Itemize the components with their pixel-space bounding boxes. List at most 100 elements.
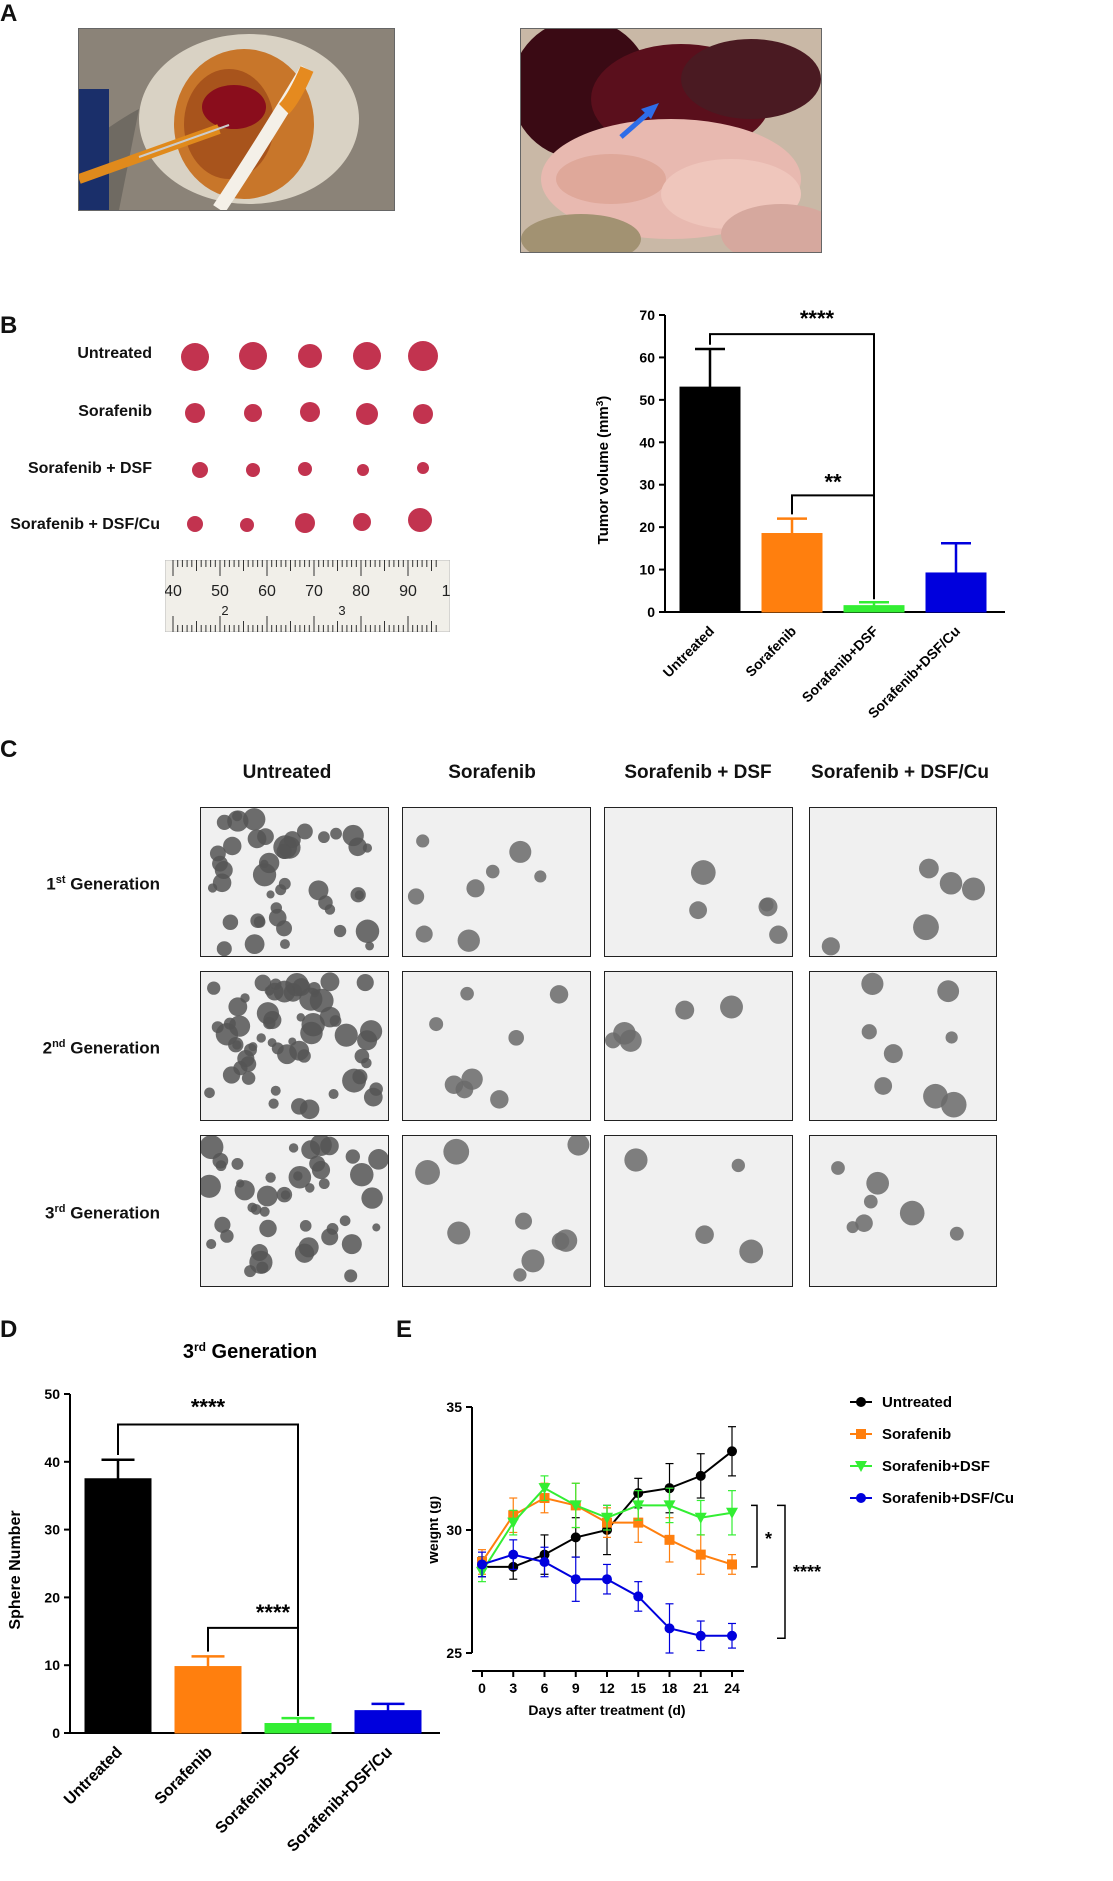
sphere — [330, 827, 342, 840]
sphere — [211, 1021, 224, 1034]
sphere — [244, 934, 265, 955]
sphere — [350, 1162, 374, 1187]
sphere — [368, 1149, 388, 1170]
sphere — [365, 941, 374, 951]
sphere — [256, 1261, 269, 1274]
sphere-image — [604, 971, 793, 1121]
tumor-row-label-sorafenib-dsf: Sorafenib + DSF — [27, 460, 152, 477]
data-point — [856, 1429, 866, 1439]
sphere — [223, 836, 242, 856]
x-tick-label: 24 — [724, 1680, 740, 1696]
sphere — [861, 1024, 877, 1040]
tumor-sample — [240, 518, 254, 532]
significance-label: * — [765, 1529, 772, 1549]
bar — [174, 1666, 242, 1734]
sphere — [265, 1172, 276, 1183]
sphere-image — [200, 1135, 389, 1287]
significance-label: **** — [191, 1395, 226, 1420]
data-point — [856, 1397, 866, 1407]
sphere — [283, 983, 303, 1002]
sphere — [228, 997, 248, 1017]
sphere — [251, 1244, 269, 1262]
row-label-1st-generation: 1st Generation — [46, 874, 160, 894]
x-tick-label: 18 — [662, 1680, 678, 1696]
category-label: Sorafenib+DSF — [212, 1744, 306, 1838]
sphere — [739, 1239, 764, 1264]
row-label-2nd-generation: 2nd Generation — [42, 1038, 160, 1058]
sphere — [939, 872, 963, 895]
sphere — [937, 980, 960, 1003]
significance-label: **** — [256, 1600, 291, 1625]
sphere — [333, 924, 347, 938]
sphere — [268, 1098, 279, 1109]
injection-photo-image — [79, 29, 394, 210]
sphere — [490, 1090, 509, 1109]
tumor-sample — [298, 344, 322, 368]
x-tick-label: 9 — [572, 1680, 580, 1696]
panel-label-e: E — [396, 1316, 413, 1343]
sphere — [276, 1186, 293, 1203]
tumor-sample — [353, 513, 371, 531]
sphere — [266, 890, 275, 899]
sphere-image-canvas — [624, 1148, 764, 1264]
sphere — [913, 914, 939, 941]
tumor-sample — [417, 462, 429, 474]
sphere — [509, 840, 532, 863]
sphere — [321, 1228, 339, 1246]
y-axis-label: Sphere Number — [7, 1510, 24, 1629]
sphere — [328, 1089, 339, 1100]
data-point — [727, 1446, 737, 1457]
sphere — [288, 1143, 299, 1153]
tumor-sample — [408, 341, 438, 371]
tumor-sample — [298, 462, 312, 476]
series — [477, 1539, 737, 1654]
sphere-image-canvas — [201, 1136, 388, 1283]
sphere — [567, 1136, 590, 1156]
sphere — [214, 1216, 231, 1233]
sphere — [821, 937, 840, 956]
sphere — [228, 1037, 244, 1053]
sphere — [250, 1204, 262, 1215]
sphere — [318, 1178, 330, 1190]
data-point — [855, 1461, 867, 1472]
significance-bracket — [791, 494, 874, 515]
sphere-image — [809, 971, 997, 1121]
bar — [925, 572, 987, 613]
y-tick-label: 70 — [639, 307, 655, 323]
y-tick-label: 30 — [639, 477, 655, 493]
sphere — [207, 883, 218, 893]
data-point — [695, 1470, 706, 1481]
x-tick-label: 3 — [509, 1680, 517, 1696]
sphere — [361, 1187, 383, 1209]
y-tick-label: 25 — [446, 1645, 462, 1661]
sphere — [863, 1194, 878, 1209]
sphere — [695, 1225, 714, 1244]
sphere-image-canvas — [415, 1136, 590, 1282]
tumor-sample — [187, 516, 203, 532]
data-point — [538, 1483, 551, 1495]
tumor-sample — [413, 404, 433, 424]
y-tick-label: 60 — [639, 349, 655, 365]
sphere — [342, 1068, 367, 1093]
sphere — [259, 1219, 277, 1238]
tumor-sample — [300, 402, 320, 422]
sphere — [690, 860, 716, 885]
sphere — [299, 987, 323, 1011]
data-point — [664, 1534, 675, 1545]
sphere — [256, 1185, 278, 1207]
ruler-label-small: 3 — [338, 603, 345, 618]
y-tick-label: 0 — [647, 604, 655, 620]
x-tick-label: 21 — [693, 1680, 709, 1696]
bar — [84, 1478, 152, 1734]
sphere-image-canvas — [821, 858, 986, 956]
sphere — [341, 1234, 362, 1255]
data-point — [601, 1512, 613, 1524]
tumor-sample — [192, 462, 208, 478]
sphere — [521, 1249, 545, 1273]
sphere-image — [604, 807, 793, 957]
sphere-image-canvas — [605, 995, 743, 1052]
y-tick-label: 20 — [639, 519, 655, 535]
sphere-image-canvas — [831, 1161, 964, 1241]
sphere — [275, 884, 287, 896]
col-header-untreated: Untreated — [242, 762, 332, 783]
